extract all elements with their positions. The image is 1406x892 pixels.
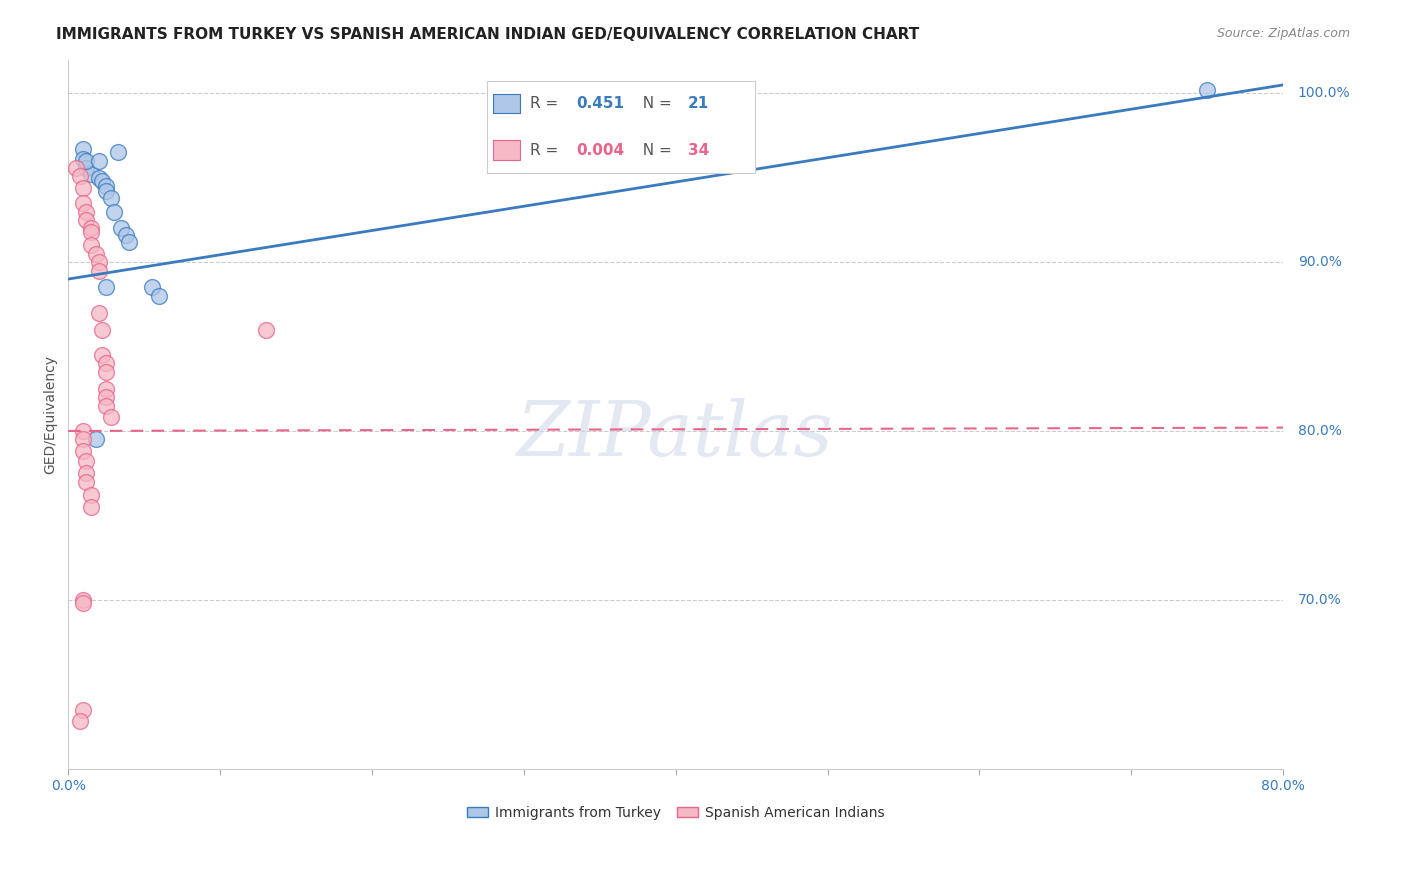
Point bbox=[96, 280, 118, 294]
Point bbox=[80, 500, 103, 514]
Legend: Immigrants from Turkey, Spanish American Indians: Immigrants from Turkey, Spanish American… bbox=[461, 800, 890, 825]
Point bbox=[87, 255, 110, 269]
Point bbox=[90, 174, 112, 188]
Text: 0.451: 0.451 bbox=[576, 96, 624, 112]
Point bbox=[72, 433, 94, 447]
Point bbox=[72, 596, 94, 610]
Point bbox=[72, 702, 94, 716]
Point bbox=[80, 238, 103, 252]
Text: R =: R = bbox=[530, 143, 562, 158]
Point bbox=[84, 433, 107, 447]
Point bbox=[96, 382, 118, 396]
Point bbox=[80, 225, 103, 239]
Point bbox=[72, 424, 94, 438]
Text: N =: N = bbox=[633, 96, 676, 112]
Point bbox=[80, 221, 103, 235]
Point bbox=[87, 263, 110, 277]
Text: Source: ZipAtlas.com: Source: ZipAtlas.com bbox=[1216, 27, 1350, 40]
Point bbox=[90, 323, 112, 337]
Point bbox=[72, 142, 94, 156]
FancyBboxPatch shape bbox=[488, 81, 755, 173]
FancyBboxPatch shape bbox=[494, 140, 520, 161]
Point bbox=[90, 348, 112, 362]
Point bbox=[96, 356, 118, 370]
Point bbox=[1197, 83, 1219, 97]
Point bbox=[72, 152, 94, 166]
Point bbox=[100, 410, 122, 425]
Point bbox=[96, 179, 118, 194]
Point bbox=[148, 289, 170, 303]
Point bbox=[107, 145, 129, 160]
Point bbox=[69, 169, 91, 183]
Point bbox=[69, 714, 91, 729]
Point bbox=[103, 204, 125, 219]
Point bbox=[75, 161, 97, 175]
Point bbox=[84, 246, 107, 260]
Point bbox=[80, 488, 103, 502]
Point bbox=[72, 181, 94, 195]
Point bbox=[100, 191, 122, 205]
Text: R =: R = bbox=[530, 96, 562, 112]
Text: 70.0%: 70.0% bbox=[1298, 593, 1341, 607]
Text: 0.004: 0.004 bbox=[576, 143, 624, 158]
Y-axis label: GED/Equivalency: GED/Equivalency bbox=[44, 355, 58, 474]
Text: 80.0%: 80.0% bbox=[1298, 424, 1341, 438]
Point bbox=[96, 365, 118, 379]
Point bbox=[72, 196, 94, 211]
Point bbox=[87, 170, 110, 185]
Text: IMMIGRANTS FROM TURKEY VS SPANISH AMERICAN INDIAN GED/EQUIVALENCY CORRELATION CH: IMMIGRANTS FROM TURKEY VS SPANISH AMERIC… bbox=[56, 27, 920, 42]
Point bbox=[72, 592, 94, 607]
Point bbox=[96, 399, 118, 413]
Text: 90.0%: 90.0% bbox=[1298, 255, 1341, 269]
Text: 21: 21 bbox=[688, 96, 709, 112]
Point bbox=[115, 228, 138, 243]
Text: 100.0%: 100.0% bbox=[1298, 87, 1350, 101]
Text: 34: 34 bbox=[688, 143, 709, 158]
Point bbox=[96, 390, 118, 404]
Point bbox=[75, 475, 97, 489]
Point bbox=[75, 204, 97, 219]
Point bbox=[118, 235, 141, 249]
Point bbox=[96, 184, 118, 198]
Point bbox=[87, 153, 110, 168]
Point bbox=[75, 454, 97, 468]
Point bbox=[141, 280, 163, 294]
Point bbox=[75, 153, 97, 168]
Text: N =: N = bbox=[633, 143, 676, 158]
Point bbox=[87, 306, 110, 320]
Point bbox=[254, 323, 277, 337]
Point bbox=[110, 221, 132, 235]
Point bbox=[72, 444, 94, 458]
Point bbox=[75, 213, 97, 227]
Point bbox=[65, 161, 87, 175]
FancyBboxPatch shape bbox=[494, 94, 520, 113]
Point bbox=[75, 466, 97, 480]
Text: ZIPatlas: ZIPatlas bbox=[517, 399, 834, 473]
Point bbox=[80, 168, 103, 182]
